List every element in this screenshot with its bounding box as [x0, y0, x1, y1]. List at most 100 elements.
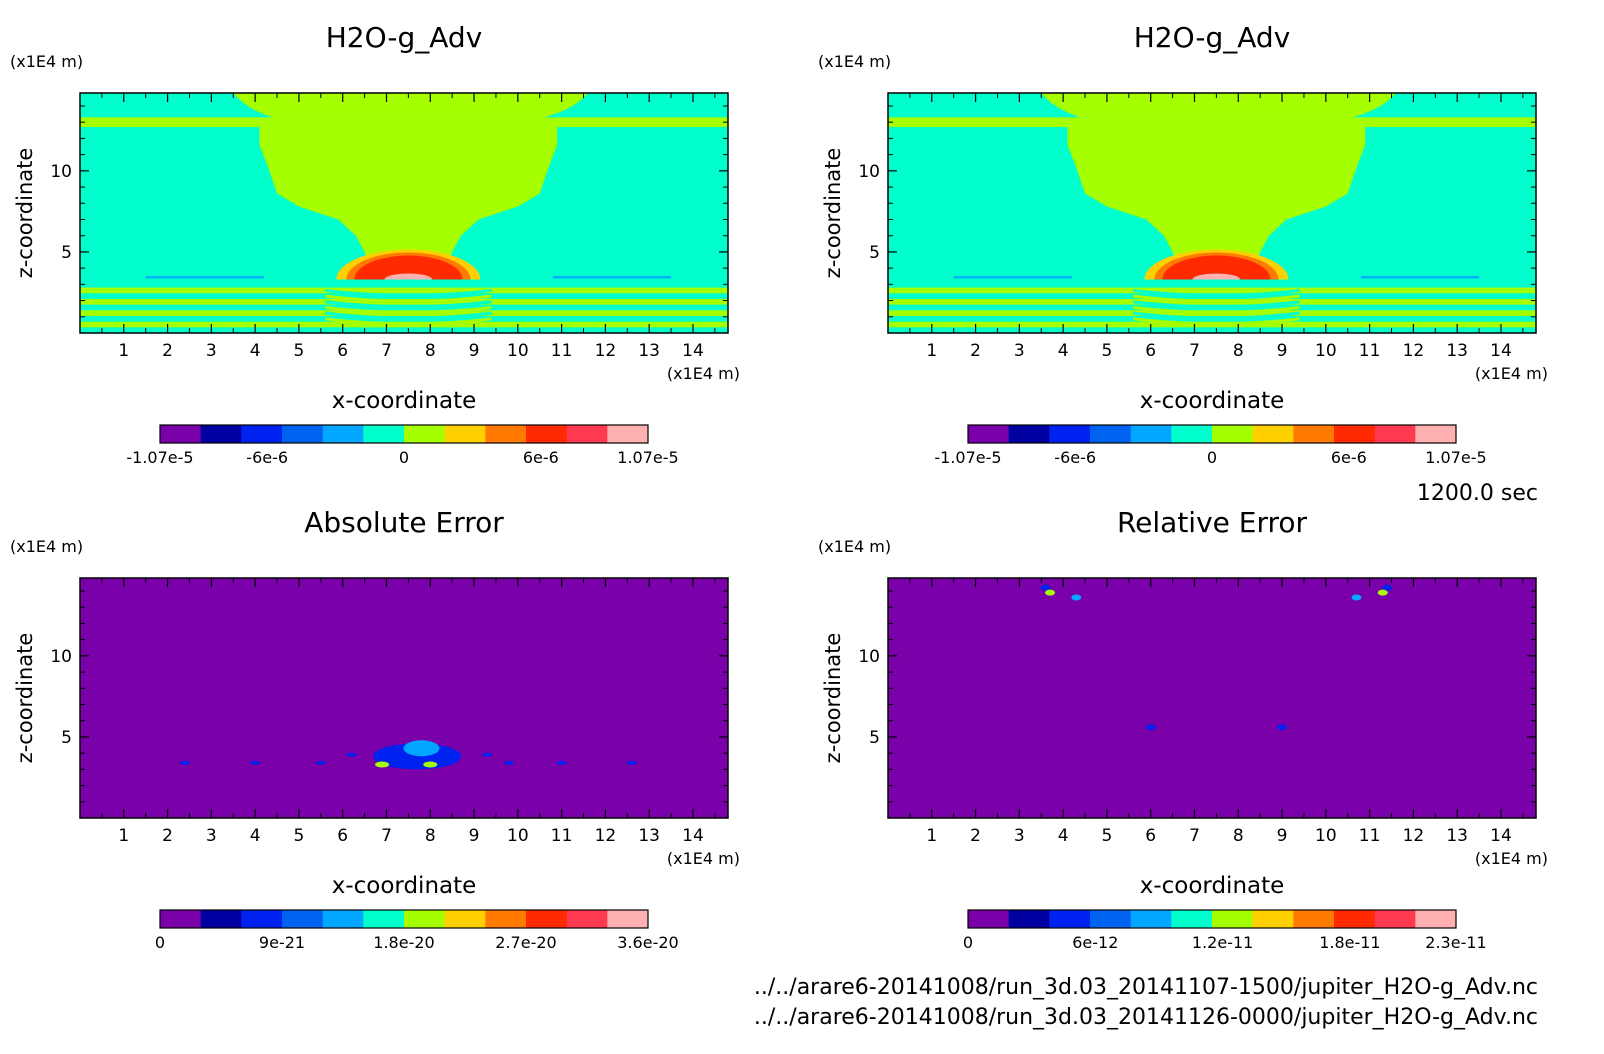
p3-speck [1045, 589, 1055, 596]
p2-speck [250, 760, 261, 765]
p2-colorbar-tick-label: 9e-21 [259, 933, 305, 952]
p3-x-tick-label: 14 [1490, 826, 1512, 846]
p1-colorbar-tick-label: 6e-6 [1331, 448, 1367, 467]
p0-y-unit: (x1E4 m) [10, 52, 83, 71]
p0-contour-field [80, 93, 728, 333]
p1-x-tick-label: 2 [970, 341, 981, 361]
p0-colorbar: -1.07e-5 -6e-6 0 6e-6 1.07e-5 [126, 424, 679, 467]
p1-y-axis-label: z-coordinate [821, 148, 845, 279]
p2-colorbar: 0 9e-21 1.8e-20 2.7e-20 3.6e-20 [155, 909, 679, 952]
p0-colorbar-swatch [485, 425, 527, 443]
p1-y-tick-label: 10 [858, 162, 880, 182]
p2-x-tick-label: 9 [469, 826, 480, 846]
p0-x-tick-label: 9 [469, 341, 480, 361]
p3-title: Relative Error [1117, 506, 1308, 539]
p1-dome-red [1162, 255, 1271, 280]
p0-colorbar-swatch [404, 425, 446, 443]
p3-speck [1145, 724, 1156, 731]
p0-x-tick-label: 3 [206, 341, 217, 361]
p1-x-axis-label: x-coordinate [1140, 388, 1285, 414]
p1-x-tick-label: 1 [926, 341, 937, 361]
p0-plot-frame [79, 92, 729, 334]
p2-x-tick-label: 10 [507, 826, 529, 846]
p1-y-unit: (x1E4 m) [818, 52, 891, 71]
p3-x-tick-label: 13 [1446, 826, 1468, 846]
p1-x-tick-label: 11 [1359, 341, 1381, 361]
p2-x-axis-label: x-coordinate [332, 873, 477, 899]
p2-plot-frame [79, 577, 729, 819]
p1-plot-frame [887, 92, 1537, 334]
p0-colorbar-swatch [160, 425, 202, 443]
p2-x-tick-label: 13 [638, 826, 660, 846]
p1-region-funnel [1067, 127, 1366, 278]
p0-x-unit: (x1E4 m) [667, 364, 740, 383]
p1-colorbar-tick-label: -6e-6 [1054, 448, 1096, 467]
p3-speck [1277, 724, 1288, 731]
p1-colorbar-swatch [1293, 425, 1335, 443]
p1-x-tick-label: 5 [1102, 341, 1113, 361]
p2-x-tick-label: 11 [551, 826, 573, 846]
p2-title: Absolute Error [304, 506, 504, 539]
p3-x-tick-label: 7 [1189, 826, 1200, 846]
p2-x-tick-label: 2 [162, 826, 173, 846]
p2-blob-hot-1 [375, 761, 390, 768]
p1-colorbar-frame [967, 424, 1457, 444]
p3-x-axis-label: x-coordinate [1140, 873, 1285, 899]
p0-x-tick-label: 8 [425, 341, 436, 361]
p2-colorbar-swatch [200, 910, 242, 928]
p3-speck [1351, 594, 1362, 601]
file-path-2: ../../arare6-20141008/run_3d.03_20141126… [754, 1005, 1538, 1030]
p0-colorbar-swatch [526, 425, 568, 443]
p0-stripe [80, 287, 728, 294]
p2-colorbar-swatch [485, 910, 527, 928]
p3-x-tick-label: 3 [1014, 826, 1025, 846]
p1-colorbar-tick-label: -1.07e-5 [934, 448, 1001, 467]
p2-colorbar-tick-label: 2.7e-20 [495, 933, 556, 952]
p0-colorbar-swatch [282, 425, 324, 443]
p2-y-tick-label: 10 [50, 647, 72, 667]
p0-colorbar-swatch [607, 425, 649, 443]
p1-colorbar-swatch [1334, 425, 1376, 443]
p3-speck [1040, 584, 1051, 591]
p3-x-tick-label: 8 [1233, 826, 1244, 846]
p0-colorbar-swatch [566, 425, 608, 443]
p3-x-tick-label: 10 [1315, 826, 1337, 846]
p1-wave [1133, 317, 1300, 326]
p0-y-tick-label: 10 [50, 162, 72, 182]
p3-colorbar-swatch [1130, 910, 1172, 928]
panel-top-left: H2O-g_Adv(x1E4 m)1 2 3 4 5 6 7 8 9 10 11 12 13 14510(… [10, 21, 740, 467]
p3-x-tick-label: 5 [1102, 826, 1113, 846]
p3-colorbar-tick-label: 1.2e-11 [1192, 933, 1253, 952]
p1-wave [1133, 294, 1300, 303]
p3-colorbar-swatch [1212, 910, 1254, 928]
p0-x-tick-label: 2 [162, 341, 173, 361]
p0-wave [325, 311, 492, 320]
p3-x-tick-label: 6 [1145, 826, 1156, 846]
p2-colorbar-tick-label: 0 [155, 933, 165, 952]
p0-colorbar-swatch [444, 425, 486, 443]
p1-colorbar-tick-label: 0 [1207, 448, 1217, 467]
p1-x-tick-label: 6 [1145, 341, 1156, 361]
p0-x-tick-label: 10 [507, 341, 529, 361]
panel-top-right: H2O-g_Adv(x1E4 m)1 2 3 4 5 6 7 8 9 10 11 12 13 14510(… [818, 21, 1548, 467]
p2-colorbar-swatch [363, 910, 405, 928]
p1-dome-core [1192, 273, 1241, 280]
p3-colorbar-swatch [1049, 910, 1091, 928]
p3-y-unit: (x1E4 m) [818, 537, 891, 556]
p1-x-tick-label: 3 [1014, 341, 1025, 361]
p2-colorbar-swatch [526, 910, 568, 928]
p3-colorbar-tick-label: 6e-12 [1072, 933, 1118, 952]
p0-stripe [80, 327, 728, 333]
p3-colorbar-swatch [1415, 910, 1457, 928]
p3-x-tick-label: 1 [926, 826, 937, 846]
p1-x-unit: (x1E4 m) [1475, 364, 1548, 383]
p2-x-tick-label: 5 [294, 826, 305, 846]
p1-colorbar-swatch [1090, 425, 1132, 443]
p1-colorbar-swatch [1130, 425, 1172, 443]
p3-colorbar-swatch [1171, 910, 1213, 928]
p2-region-background [80, 578, 728, 818]
p2-colorbar-frame [159, 909, 649, 929]
p2-x-tick-label: 6 [337, 826, 348, 846]
p3-colorbar-swatch [1293, 910, 1335, 928]
p3-x-tick-label: 4 [1058, 826, 1069, 846]
